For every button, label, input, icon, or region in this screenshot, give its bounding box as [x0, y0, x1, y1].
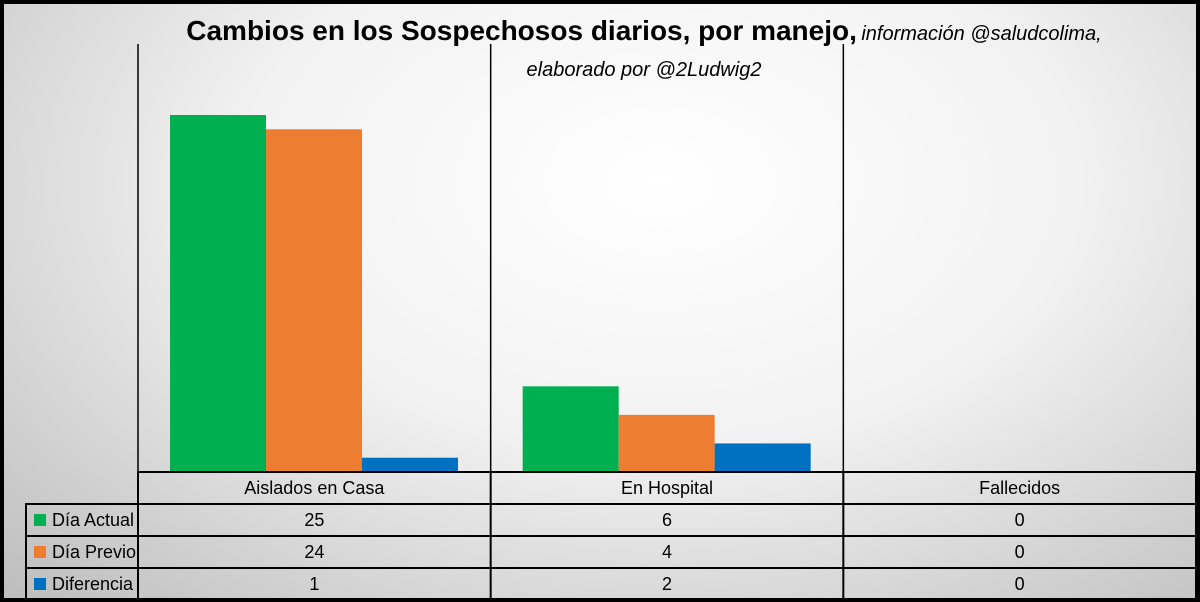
bar [266, 129, 362, 472]
legend-key [34, 514, 46, 526]
chart-title: Cambios en los Sospechosos diarios, por … [144, 14, 1144, 89]
bar [714, 443, 811, 472]
bar [618, 414, 715, 472]
category-label: Fallecidos [979, 478, 1060, 498]
category-label: Aislados en Casa [244, 478, 385, 498]
data-value: 6 [662, 510, 672, 530]
legend-key [34, 578, 46, 590]
data-value: 0 [1015, 510, 1025, 530]
series-label: Diferencia [52, 574, 134, 594]
chart-title-main: Cambios en los Sospechosos diarios, por … [186, 15, 857, 46]
bar [362, 457, 458, 472]
data-value: 2 [662, 574, 672, 594]
bar [522, 386, 619, 472]
data-value: 25 [304, 510, 324, 530]
chart-title-sub: información @saludcolima, elaborado por … [526, 23, 1102, 81]
data-value: 4 [662, 542, 672, 562]
data-value: 1 [309, 574, 319, 594]
bar-chart: Aislados en Casa En Hospital Fallecidos Día… [25, 44, 1196, 598]
series-label: Día Actual [52, 510, 134, 530]
data-value: 24 [304, 542, 324, 562]
category-label: En Hospital [621, 478, 713, 498]
legend-key [34, 546, 46, 558]
data-value: 0 [1015, 574, 1025, 594]
bar [170, 115, 266, 472]
series-label: Día Previo [52, 542, 136, 562]
data-value: 0 [1015, 542, 1025, 562]
